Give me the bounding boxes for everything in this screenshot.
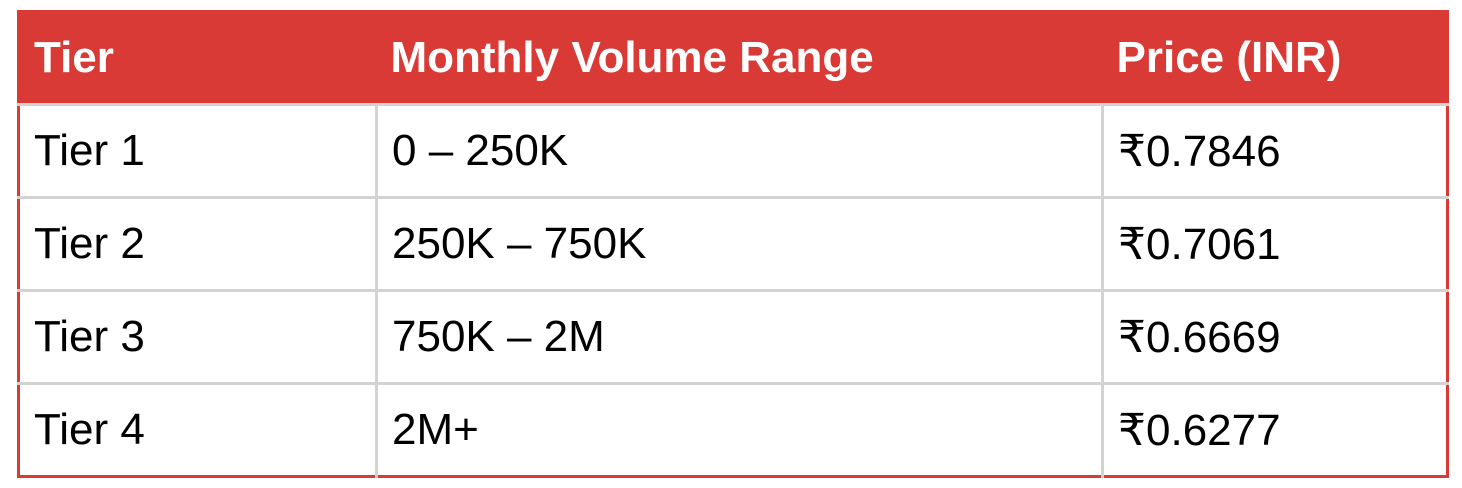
- header-cell: Tier: [18, 11, 377, 105]
- header-cell: Price (INR): [1102, 11, 1448, 105]
- table-cell: 0 – 250K: [375, 103, 1104, 199]
- table-row: Tier 3 750K – 2M ₹0.6669: [18, 289, 1448, 385]
- table-header: Tier Monthly Volume Range Price (INR): [18, 11, 1448, 105]
- table-cell: ₹0.6277: [1101, 382, 1448, 477]
- pricing-table: Tier Monthly Volume Range Price (INR) Tier…: [17, 10, 1449, 478]
- table-row: Tier 2 250K – 750K ₹0.7061: [18, 196, 1448, 292]
- table-cell: 750K – 2M: [375, 289, 1104, 385]
- table-cell: 250K – 750K: [375, 196, 1104, 292]
- table-cell: Tier 3: [18, 289, 378, 385]
- table-row: Tier 4 2M+ ₹0.6277: [18, 382, 1448, 477]
- table-cell: ₹0.7846: [1101, 103, 1448, 199]
- table-cell: ₹0.6669: [1101, 289, 1448, 385]
- table-cell: Tier 4: [18, 382, 378, 477]
- table-cell: ₹0.7061: [1101, 196, 1448, 292]
- header-row: Tier Monthly Volume Range Price (INR): [18, 11, 1448, 105]
- header-cell: Monthly Volume Range: [376, 11, 1103, 105]
- table-cell: Tier 2: [18, 196, 378, 292]
- table-cell: 2M+: [375, 382, 1104, 477]
- table-cell: Tier 1: [18, 103, 378, 199]
